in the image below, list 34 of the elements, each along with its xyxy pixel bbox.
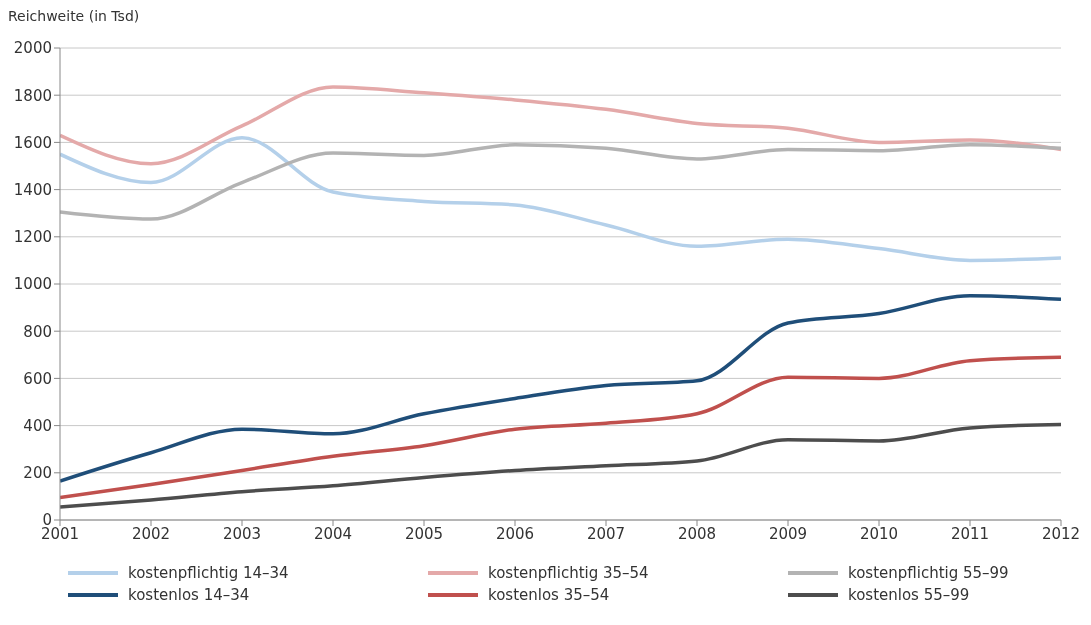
line-series [60, 135, 1061, 263]
legend-label: kostenpflichtig 35–54 [488, 564, 649, 582]
y-tick-label: 1200 [13, 228, 52, 247]
legend-label: kostenpflichtig 55–99 [848, 564, 1009, 582]
y-tick-label: 2000 [13, 39, 52, 58]
x-tick-label: 2009 [768, 524, 808, 543]
legend-label: kostenlos 55–99 [848, 586, 970, 604]
line-series [60, 143, 1061, 221]
y-tick-label: 200 [23, 464, 52, 483]
x-tick-label: 2002 [131, 524, 171, 543]
y-tick-label: 1000 [13, 275, 52, 294]
line-series [60, 355, 1061, 500]
y-tick-label: 800 [23, 322, 52, 341]
line-series [60, 422, 1061, 509]
y-tick-label: 400 [23, 416, 52, 435]
legend-label: kostenlos 14–34 [128, 586, 250, 604]
y-tick-label: 1800 [13, 86, 52, 105]
y-tick-label: 1400 [13, 180, 52, 199]
x-tick-label: 2008 [677, 524, 717, 543]
x-tick-label: 2003 [222, 524, 262, 543]
x-tick-label: 2005 [404, 524, 444, 543]
x-tick-label: 2006 [495, 524, 535, 543]
x-tick-label: 2011 [950, 524, 990, 543]
legend-label: kostenpflichtig 14–34 [128, 564, 289, 582]
x-tick-label: 2007 [586, 524, 626, 543]
y-tick-label: 1600 [13, 133, 52, 152]
y-tick-label: 600 [23, 369, 52, 388]
legend-label: kostenlos 35–54 [488, 586, 610, 604]
y-axis-title: Reichweite (in Tsd) [8, 8, 141, 26]
x-tick-label: 2004 [313, 524, 353, 543]
line-series [60, 294, 1061, 483]
x-tick-label: 2010 [859, 524, 899, 543]
x-tick-label: 2012 [1041, 524, 1081, 543]
line-series [60, 85, 1061, 166]
